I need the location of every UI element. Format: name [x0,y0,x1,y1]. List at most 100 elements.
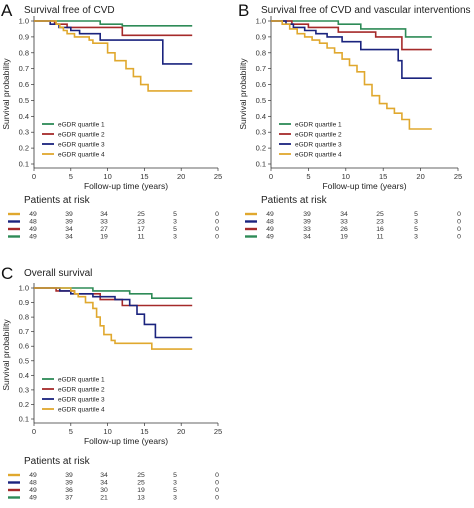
y-tick-label: 0.7 [19,64,29,73]
risk-table-title: Patients at risk [24,456,91,467]
y-tick-label: 0.3 [19,385,29,394]
x-tick-label: 5 [69,427,73,436]
survival-curve-quartile-3 [34,20,193,65]
x-tick-label: 0 [32,172,36,181]
x-tick-label: 10 [103,427,111,436]
risk-count: 11 [376,234,383,241]
risk-count: 25 [137,480,145,487]
risk-count: 49 [266,226,274,233]
x-tick-label: 20 [177,427,185,436]
risk-count: 5 [414,211,418,218]
risk-count: 34 [100,211,108,218]
panel-title: Survival free of CVD and vascular interv… [261,5,471,16]
panel-title: Survival free of CVD [24,5,115,16]
risk-count: 19 [100,234,108,241]
y-tick-label: 1.0 [19,284,29,293]
risk-count: 0 [457,226,461,233]
legend-entry: eGDR quartile 4 [58,152,105,159]
risk-count: 48 [29,480,37,487]
risk-count: 33 [340,219,348,226]
y-axis-label: Survival probability [238,58,248,130]
risk-count: 39 [303,219,311,226]
y-tick-label: 0.5 [256,96,266,105]
legend-entry: eGDR quartile 3 [295,142,342,149]
risk-count: 0 [215,495,219,502]
risk-count: 48 [266,219,274,226]
risk-count: 0 [215,480,219,487]
y-tick-label: 0.1 [19,160,29,169]
risk-count: 49 [29,226,37,233]
risk-count: 34 [340,211,348,218]
risk-count: 33 [303,226,311,233]
risk-count: 39 [65,211,73,218]
panel-letter: A [1,1,13,20]
y-tick-label: 0.9 [19,298,29,307]
risk-count: 34 [65,234,73,241]
survival-curve-quartile-4 [34,20,193,92]
risk-count: 23 [376,219,384,226]
risk-table-title: Patients at risk [24,195,91,206]
risk-count: 0 [215,487,219,494]
risk-count: 3 [173,480,177,487]
y-tick-label: 0.4 [19,371,29,380]
x-tick-label: 20 [416,172,424,181]
x-tick-label: 5 [306,172,310,181]
risk-count: 13 [137,495,145,502]
risk-count: 0 [215,211,219,218]
legend-entry: eGDR quartile 3 [58,142,105,149]
survival-curve-quartile-2 [271,20,432,51]
legend-entry: eGDR quartile 2 [295,132,342,139]
y-tick-label: 0.5 [19,96,29,105]
x-tick-label: 10 [342,172,350,181]
y-tick-label: 0.8 [19,48,29,57]
x-tick-label: 15 [140,172,148,181]
risk-count: 3 [173,234,177,241]
risk-count: 34 [303,234,311,241]
survival-curve-quartile-1 [271,20,432,38]
risk-count: 3 [173,219,177,226]
x-tick-label: 25 [214,172,222,181]
y-tick-label: 0.4 [19,112,29,121]
survival-curve-quartile-2 [34,20,193,37]
y-axis-label: Survival probability [1,319,11,391]
risk-count: 0 [457,219,461,226]
x-tick-label: 10 [103,172,111,181]
x-tick-label: 15 [379,172,387,181]
risk-count: 34 [100,480,108,487]
y-tick-label: 0.2 [19,400,29,409]
risk-count: 19 [137,487,145,494]
risk-count: 0 [457,234,461,241]
x-tick-label: 15 [140,427,148,436]
y-tick-label: 0.3 [19,128,29,137]
survival-curve-quartile-1 [34,287,193,299]
risk-count: 0 [215,234,219,241]
x-axis-label: Follow-up time (years) [84,181,168,191]
y-tick-label: 0.1 [256,160,266,169]
risk-count: 49 [29,495,37,502]
survival-curve-quartile-3 [271,20,432,79]
y-tick-label: 0.7 [19,327,29,336]
risk-count: 5 [173,487,177,494]
y-tick-label: 0.7 [256,64,266,73]
x-tick-label: 0 [269,172,273,181]
risk-table-title: Patients at risk [261,195,328,206]
panel-letter: B [238,1,249,20]
legend-entry: eGDR quartile 1 [58,377,105,384]
risk-count: 49 [29,234,37,241]
y-tick-label: 1.0 [19,17,29,26]
risk-count: 23 [137,219,145,226]
risk-count: 49 [266,211,274,218]
x-tick-label: 25 [454,172,462,181]
x-tick-label: 25 [214,427,222,436]
survival-curve-quartile-3 [34,287,193,339]
risk-count: 49 [29,211,37,218]
y-tick-label: 0.5 [19,356,29,365]
x-tick-label: 5 [69,172,73,181]
y-tick-label: 0.9 [256,32,266,41]
panel-a: A Survival free of CVD 0.1 0.2 0.3 0.4 0.5 0.6 0… [1,1,222,241]
y-tick-label: 0.6 [19,342,29,351]
risk-count: 11 [137,234,144,241]
risk-count: 27 [100,226,108,233]
risk-count: 49 [29,487,37,494]
legend-entry: eGDR quartile 4 [58,407,105,414]
